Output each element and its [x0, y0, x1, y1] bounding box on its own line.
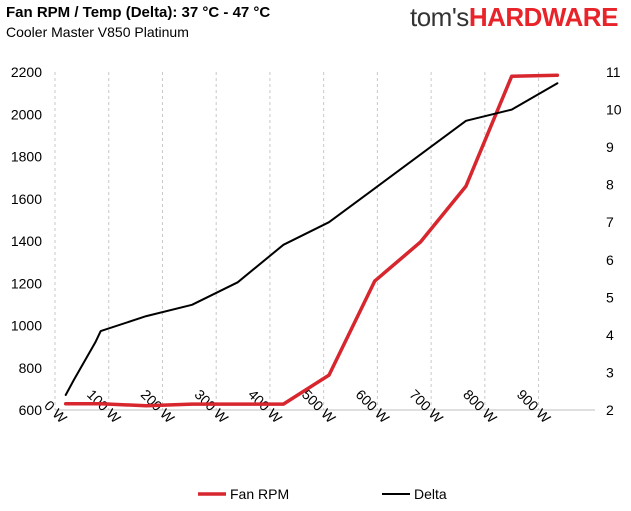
grid-lines: [54, 72, 540, 410]
legend-label-delta: Delta: [414, 486, 447, 502]
x-tick-label-900: 900 W: [514, 386, 554, 426]
series-line-fan-rpm: [63, 73, 560, 408]
x-tick-label-400: 400 W: [245, 386, 285, 426]
y-right-tick-label-10: 10: [606, 102, 622, 118]
y-right-tick-label-11: 11: [606, 64, 621, 80]
y-left-tick-label-2200: 2200: [11, 64, 42, 80]
legend: Fan RPM Delta: [198, 486, 447, 502]
y-right-tick-label-4: 4: [606, 327, 614, 343]
series-line-delta: [64, 82, 559, 396]
y-left-tick-label-2000: 2000: [11, 106, 42, 122]
y-right-tick-label-3: 3: [606, 364, 614, 380]
y-left-tick-label-600: 600: [19, 402, 43, 418]
x-tick-label-600: 600 W: [353, 386, 393, 426]
toms-hardware-logo: tom'sHARDWARE: [410, 2, 618, 33]
y-right-tick-label-6: 6: [606, 252, 614, 268]
y-left-tick-label-1600: 1600: [11, 191, 42, 207]
y-left-tick-label-800: 800: [19, 360, 43, 376]
y-left-tick-label-1800: 1800: [11, 149, 42, 165]
y-right-tick-label-9: 9: [606, 139, 614, 155]
x-tick-label-300: 300 W: [191, 386, 231, 426]
x-tick-label-800: 800 W: [460, 386, 500, 426]
y-right-tick-label-2: 2: [606, 402, 614, 418]
chart-subtitle: Cooler Master V850 Platinum: [6, 24, 189, 40]
y-left-tick-labels: 600 800 1000 1200 1400 1600 1800 2000 2200: [11, 64, 42, 418]
y-right-tick-label-7: 7: [606, 214, 614, 230]
x-tick-label-0: 0 W: [41, 397, 70, 426]
y-right-tick-label-8: 8: [606, 177, 614, 193]
logo-part-toms: tom's: [410, 2, 469, 32]
y-left-tick-label-1000: 1000: [11, 318, 42, 334]
logo-part-hardware: HARDWARE: [468, 2, 619, 32]
y-right-tick-label-5: 5: [606, 289, 614, 305]
y-left-tick-label-1400: 1400: [11, 233, 42, 249]
x-tick-label-100: 100 W: [84, 386, 124, 426]
series-lines: [63, 73, 560, 408]
x-tick-labels: 0 W 100 W 200 W 300 W 400 W 500 W 600 W 700 W 80…: [41, 386, 554, 426]
y-left-tick-label-1200: 1200: [11, 275, 42, 291]
y-right-tick-labels: 2 3 4 5 6 7 8 9 10 11: [606, 64, 622, 418]
chart-title: Fan RPM / Temp (Delta): 37 °C - 47 °C: [6, 4, 271, 21]
legend-label-fan-rpm: Fan RPM: [230, 486, 289, 502]
x-tick-label-700: 700 W: [406, 386, 446, 426]
